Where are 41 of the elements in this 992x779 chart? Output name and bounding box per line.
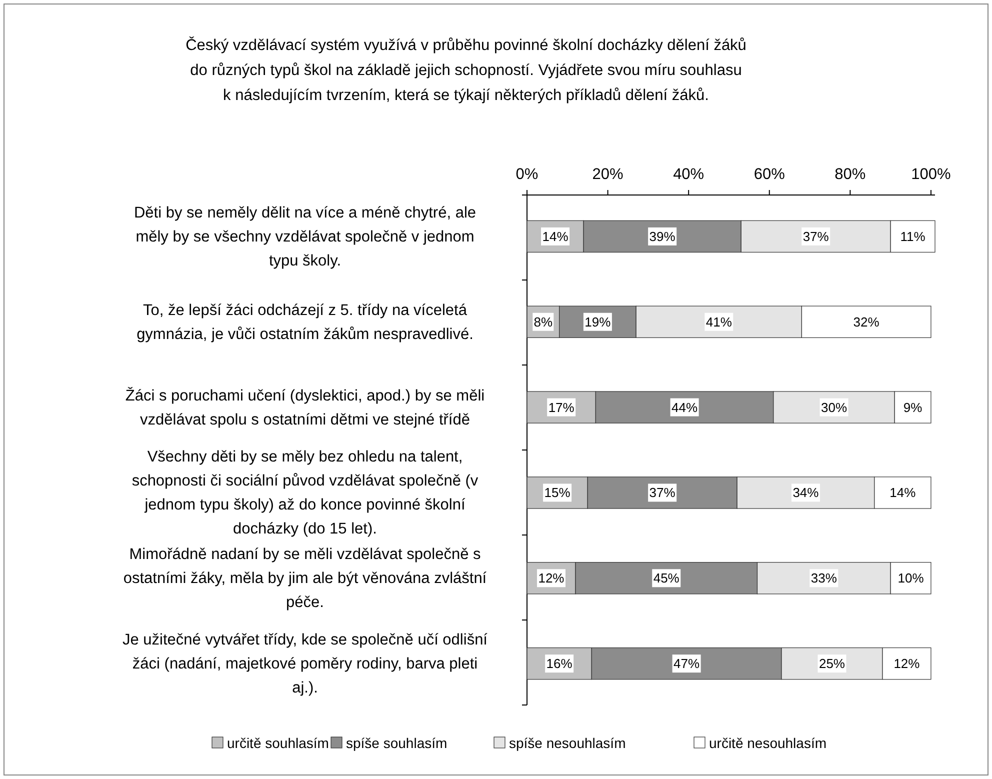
data-label: 8% xyxy=(534,314,553,330)
x-tick-label: 100% xyxy=(911,166,951,183)
legend-label: spíše souhlasím xyxy=(346,735,448,751)
x-tick-label: 80% xyxy=(834,166,866,183)
data-label: 25% xyxy=(818,656,846,672)
data-label: 10% xyxy=(898,570,924,586)
legend-label: spíše nesouhlasím xyxy=(509,735,626,751)
data-label: 9% xyxy=(903,400,923,415)
chart-title: Český vzdělávací systém využívá v průběhu povinné školní docházky dělení žáků do různých typů škol na základě jejich schopností. Vyjádřete svou míru souhlasu k následujícím tvrzením, která se týkají některých příkladů dělení žáků. xyxy=(186,36,746,104)
data-label: 30% xyxy=(820,400,848,415)
data-label: 47% xyxy=(674,656,700,672)
data-label: 32% xyxy=(853,314,880,330)
legend-label: určitě souhlasím xyxy=(227,735,329,751)
x-tick-label: 20% xyxy=(592,166,624,183)
y-tick-label: Všechny děti by se měly bez ohledu na talent, schopnosti či sociální původ vzdělávat společně (v jednom typu školy) až do konce povinné školní docházky (do 15 let). xyxy=(132,448,478,538)
data-label: 12% xyxy=(538,570,565,586)
data-label: 41% xyxy=(706,314,732,330)
data-label: 34% xyxy=(792,485,820,500)
y-tick-label: Děti by se neměly dělit na více a méně chytré, ale měly by se všechny vzdělávat společně v jednom typu školy. xyxy=(134,204,476,269)
data-label: 14% xyxy=(542,228,569,244)
legend-label: určitě nesouhlasím xyxy=(709,735,827,751)
data-label: 37% xyxy=(802,228,830,244)
data-label: 17% xyxy=(548,400,575,415)
data-label: 45% xyxy=(653,570,680,586)
data-label: 12% xyxy=(894,656,920,672)
x-tick-label: 40% xyxy=(673,166,704,183)
data-label: 16% xyxy=(546,656,573,672)
data-label: 14% xyxy=(890,485,916,500)
data-label: 15% xyxy=(544,485,571,500)
data-label: 33% xyxy=(810,570,838,586)
data-label: 11% xyxy=(900,228,926,244)
data-label: 44% xyxy=(672,400,698,415)
data-label: 37% xyxy=(649,485,676,500)
y-tick-label: To, že lepší žáci odcházejí z 5. třídy na víceletá gymnázia, je vůči ostatním žákům nespravedlivé. xyxy=(136,301,474,342)
y-tick-label: Mimořádně nadaní by se měli vzdělávat společně s ostatními žáky, měla by jim ale být věnována zvláštní péče. xyxy=(123,546,488,611)
y-tick-label: Je užitečné vytvářet třídy, kde se společně učí odlišní žáci (nadání, majetkové poměry rodiny, barva pleti aj.). xyxy=(122,631,488,696)
data-label: 19% xyxy=(584,314,612,330)
x-tick-label: 60% xyxy=(754,166,786,183)
x-tick-label: 0% xyxy=(516,166,538,183)
data-label: 39% xyxy=(649,228,676,244)
y-tick-label: Žáci s poruchami učení (dyslektici, apod.) by se měli vzdělávat spolu s ostatními dětmi ve stejné třídě xyxy=(125,386,485,428)
